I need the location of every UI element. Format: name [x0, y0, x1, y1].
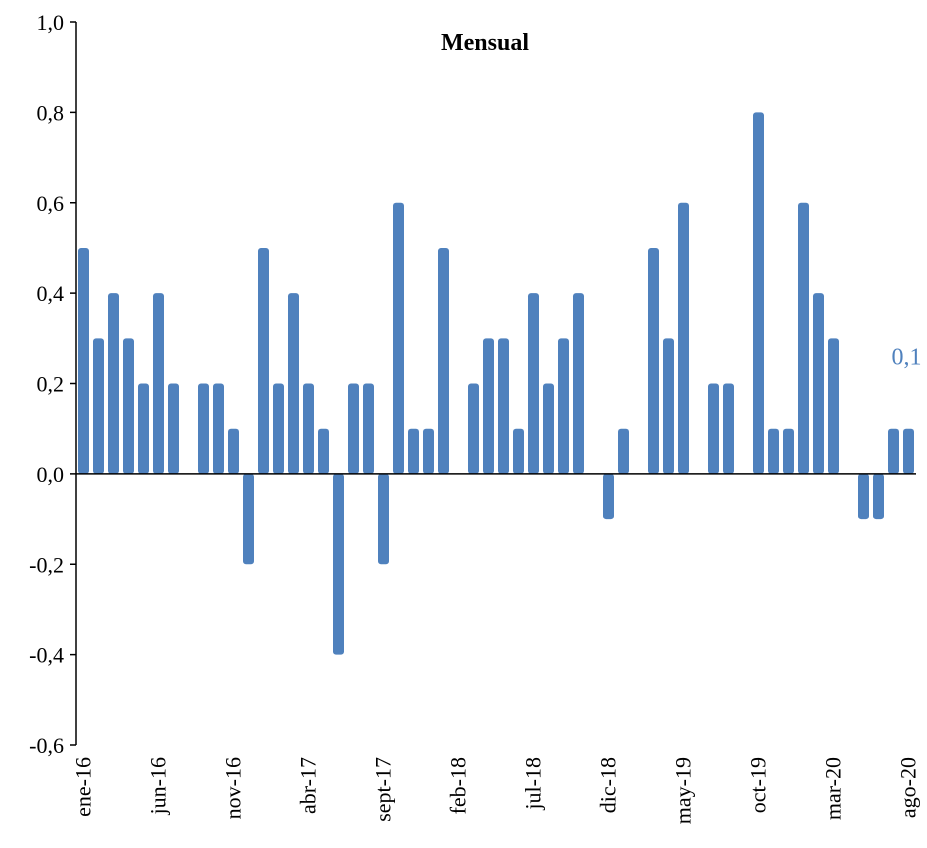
bar: [243, 473, 254, 565]
bar: [393, 202, 404, 474]
x-tick-label: may-19: [671, 757, 696, 824]
bar: [708, 383, 719, 474]
bar: [288, 293, 299, 474]
bar: [498, 338, 509, 474]
bar: [258, 247, 269, 474]
x-tick-label: feb-18: [446, 757, 471, 814]
bar: [168, 383, 179, 474]
bar: [558, 338, 569, 474]
bar: [78, 247, 89, 474]
bar: [723, 383, 734, 474]
bar: [108, 293, 119, 474]
x-tick-label: abr-17: [296, 757, 321, 814]
bar: [648, 247, 659, 474]
y-tick-label: 0,2: [37, 372, 65, 397]
bar: [873, 473, 884, 520]
bar: [423, 428, 434, 474]
bar: [888, 428, 899, 474]
bar: [408, 428, 419, 474]
bar: [543, 383, 554, 474]
x-tick-label: ene-16: [71, 757, 96, 817]
x-tick-label: jun-16: [146, 757, 171, 815]
bar: [678, 202, 689, 474]
bar: [213, 383, 224, 474]
bar: [483, 338, 494, 474]
bar: [123, 338, 134, 474]
y-tick-label: 0,8: [37, 100, 65, 125]
bar: [333, 473, 344, 655]
bar: [858, 473, 869, 520]
bar: [783, 428, 794, 474]
bar: [603, 473, 614, 520]
bar: [378, 473, 389, 565]
x-tick-label: mar-20: [821, 757, 846, 820]
x-tick-label: nov-16: [221, 757, 246, 819]
y-tick-label: 0,4: [37, 281, 65, 306]
y-tick-label: -0,2: [29, 552, 64, 577]
bar: [513, 428, 524, 474]
bar: [663, 338, 674, 474]
data-label: 0,1: [892, 345, 922, 371]
y-tick-label: 1,0: [37, 10, 65, 35]
bar: [228, 428, 239, 474]
bar: [798, 202, 809, 474]
bar: [468, 383, 479, 474]
bar: [153, 293, 164, 474]
chart-title: Mensual: [441, 30, 529, 56]
x-tick-label: jul-18: [521, 757, 546, 811]
bar: [93, 338, 104, 474]
bar: [363, 383, 374, 474]
x-tick-label: sept-17: [371, 757, 396, 822]
y-tick-label: 0,0: [37, 462, 65, 487]
bar: [768, 428, 779, 474]
bar: [198, 383, 209, 474]
bar: [528, 293, 539, 474]
y-tick-label: -0,4: [29, 643, 64, 668]
bar: [138, 383, 149, 474]
y-tick-label: -0,6: [29, 733, 64, 758]
bar: [753, 112, 764, 474]
bar: [438, 247, 449, 474]
x-tick-label: dic-18: [596, 757, 621, 813]
bar: [273, 383, 284, 474]
bar: [303, 383, 314, 474]
bar: [903, 428, 914, 474]
bar: [618, 428, 629, 474]
y-tick-label: 0,6: [37, 191, 65, 216]
x-tick-label: oct-19: [746, 757, 771, 813]
bar: [828, 338, 839, 474]
bar: [348, 383, 359, 474]
x-tick-label: ago-20: [896, 757, 921, 818]
bar: [573, 293, 584, 474]
bar: [813, 293, 824, 474]
bar: [318, 428, 329, 474]
